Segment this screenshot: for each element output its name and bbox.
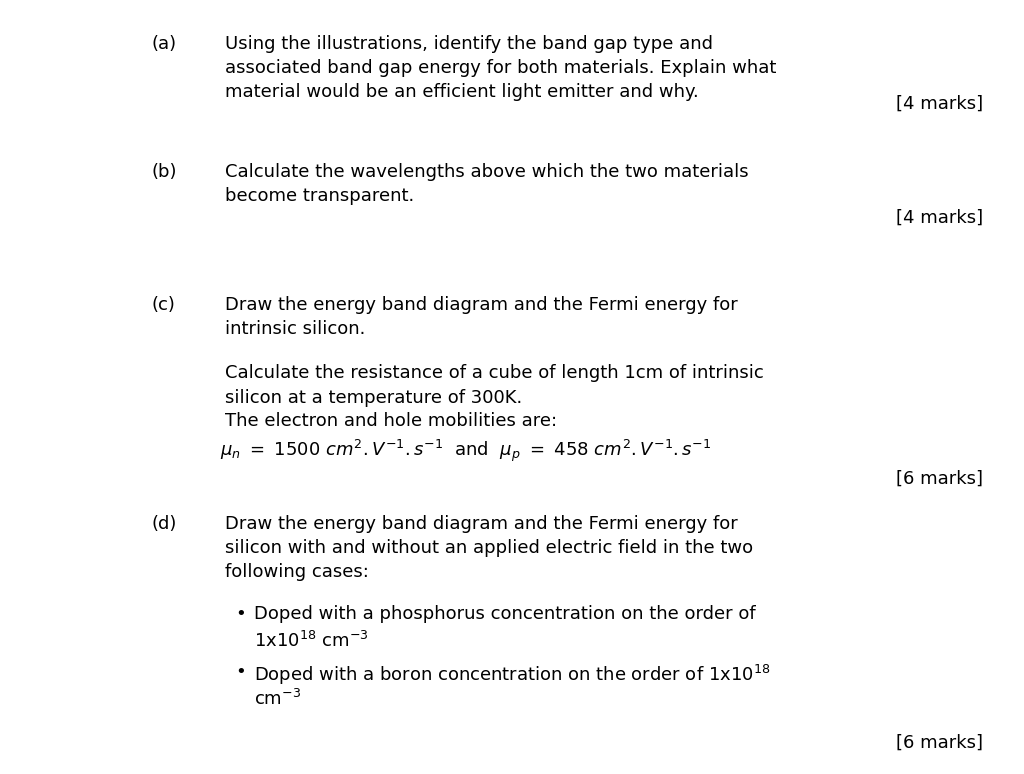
Text: $\mathrm{1x10^{18}\ cm^{-3}}$: $\mathrm{1x10^{18}\ cm^{-3}}$ xyxy=(254,631,369,651)
Text: [6 marks]: [6 marks] xyxy=(896,470,983,488)
Text: Using the illustrations, identify the band gap type and
associated band gap ener: Using the illustrations, identify the ba… xyxy=(225,35,776,101)
Text: $\mathrm{cm^{-3}}$: $\mathrm{cm^{-3}}$ xyxy=(254,689,301,709)
Text: Draw the energy band diagram and the Fermi energy for
intrinsic silicon.: Draw the energy band diagram and the Fer… xyxy=(225,296,738,338)
Text: Doped with a phosphorus concentration on the order of: Doped with a phosphorus concentration on… xyxy=(254,605,756,623)
Text: (a): (a) xyxy=(152,35,177,53)
Text: [4 marks]: [4 marks] xyxy=(896,94,983,112)
Text: (c): (c) xyxy=(152,296,175,313)
Text: Calculate the resistance of a cube of length 1cm of intrinsic: Calculate the resistance of a cube of le… xyxy=(225,364,764,382)
Text: •: • xyxy=(236,663,246,681)
Text: silicon at a temperature of 300K.: silicon at a temperature of 300K. xyxy=(225,389,522,406)
Text: •: • xyxy=(236,605,246,623)
Text: The electron and hole mobilities are:: The electron and hole mobilities are: xyxy=(225,412,557,430)
Text: $\mu_n\ =\ 1500\ cm^2.V^{-1}.s^{-1}$$\ \ \mathrm{and}\ \ \mu_p\ =\ 458\ cm^2.V^{: $\mu_n\ =\ 1500\ cm^2.V^{-1}.s^{-1}$$\ \… xyxy=(220,437,712,464)
Text: [4 marks]: [4 marks] xyxy=(896,209,983,227)
Text: Draw the energy band diagram and the Fermi energy for
silicon with and without a: Draw the energy band diagram and the Fer… xyxy=(225,515,754,581)
Text: Calculate the wavelengths above which the two materials
become transparent.: Calculate the wavelengths above which th… xyxy=(225,163,749,205)
Text: [6 marks]: [6 marks] xyxy=(896,734,983,752)
Text: (b): (b) xyxy=(152,163,177,180)
Text: (d): (d) xyxy=(152,515,177,533)
Text: Doped with a boron concentration on the order of $\mathrm{1x10^{18}}$: Doped with a boron concentration on the … xyxy=(254,663,770,687)
